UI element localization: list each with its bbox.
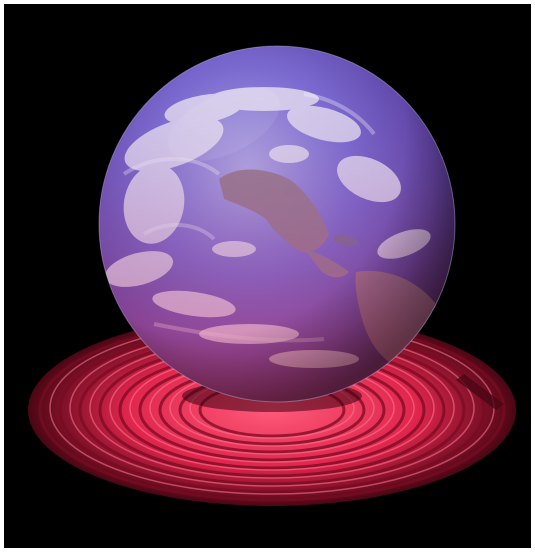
coil-lead — [456, 374, 504, 410]
photo — [4, 4, 531, 548]
globe-highlight — [168, 86, 280, 162]
earth-globe — [98, 45, 456, 403]
scene-svg — [28, 45, 516, 506]
